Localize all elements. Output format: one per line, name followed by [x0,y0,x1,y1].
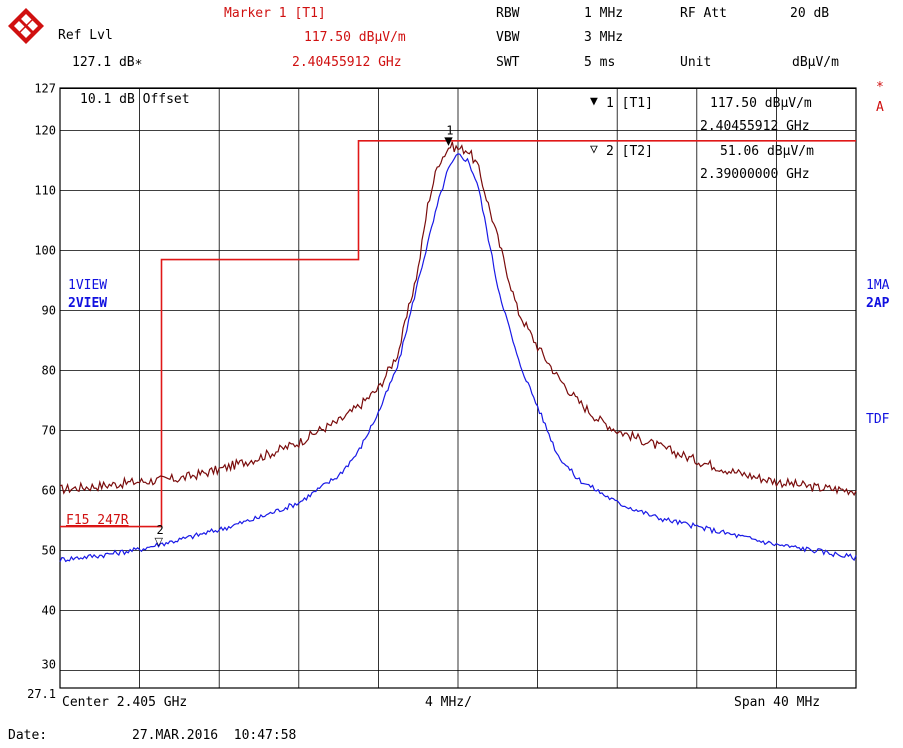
marker1-number: 1 [446,124,453,138]
marker1-legend-label: 1 [T1] [606,96,653,111]
y-tick-label: 100 [34,244,56,258]
unit-label: Unit [680,55,712,70]
offset-annotation: 10.1 dB Offset [80,92,190,107]
y-tick-label: 40 [42,604,56,618]
y-tick-label: 90 [42,304,56,318]
rbw-label: RBW [496,6,520,21]
unit-value: dBμV/m [792,55,839,70]
a-indicator: A [876,100,884,115]
y-tick-label: 70 [42,424,56,438]
marker2-symbol-icon: ▽ [590,142,598,157]
y-tick-label: 50 [42,544,56,558]
center-frequency: Center 2.405 GHz [62,695,188,710]
date-value: 27.MAR.2016 10:47:58 [132,728,297,743]
vbw-value: 3 MHz [584,30,624,45]
y-tick-label: 120 [34,124,56,138]
y-tick-label: 110 [34,184,56,198]
marker2-legend-level: 51.06 dBμV/m [720,144,814,159]
rf-att-value: 20 dB [790,6,830,21]
trace2-mode-label: 2AP [866,296,890,311]
vbw-label: VBW [496,30,520,45]
y-tick-label: 80 [42,364,56,378]
trace-2 [59,153,857,563]
y-tick-labels: 127 120 110 100 90 80 70 60 50 40 30 27.1 [27,82,56,701]
tdf-label: TDF [866,412,890,427]
date-label: Date: [8,728,48,743]
swt-value: 5 ms [584,55,616,70]
marker1-symbol-icon: ▼ [590,94,598,109]
y-tick-label: 30 [42,658,56,672]
y-tick-label: 127 [34,82,56,96]
ref-level-label: Ref Lvl [58,28,113,43]
marker2-legend-label: 2 [T2] [606,144,653,159]
y-tick-label: 27.1 [27,687,56,701]
swt-label: SWT [496,55,520,70]
marker2-triangle-icon: ▽ [155,535,164,548]
marker1-triangle-icon: ▼ [444,135,453,148]
marker-level: 117.50 dBμV/m [304,30,406,45]
rf-att-label: RF Att [680,6,727,21]
y-tick-label: 60 [42,484,56,498]
marker-frequency: 2.40455912 GHz [292,55,402,70]
limit-line [60,140,856,528]
marker2-legend-frequency: 2.39000000 GHz [700,167,810,182]
trace1-mode-label: 1MA [866,278,890,293]
trace1-view-label: 1VIEW [68,278,108,293]
span-label: Span 40 MHz [734,695,821,710]
star-indicator: * [876,80,884,95]
ref-level-value: 127.1 dB∗ [72,55,143,70]
rbw-value: 1 MHz [584,6,624,21]
markers-group: 1▼ 2▽ [155,124,454,549]
trace2-view-label: 2VIEW [68,296,108,311]
plot-grid [59,87,857,689]
rohde-schwarz-logo-icon [8,8,44,44]
limit-line-group [60,140,856,528]
marker-title: Marker 1 [T1] [224,6,326,21]
limit-line-label: F15_247R [66,513,129,528]
traces-group [59,141,857,563]
division-label: 4 MHz/ [425,695,472,710]
marker2-number: 2 [157,523,164,537]
trace-1 [59,141,857,497]
